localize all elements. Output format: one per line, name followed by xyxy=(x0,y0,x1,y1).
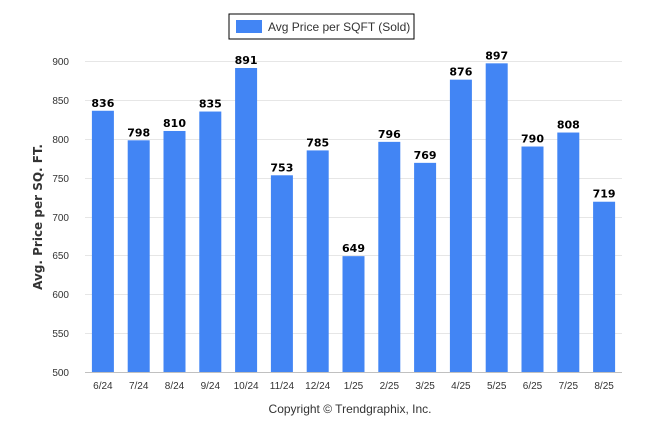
y-tick-label: 600 xyxy=(52,290,69,301)
x-tick-label: 5/25 xyxy=(487,381,507,392)
data-label: 891 xyxy=(235,54,258,67)
data-label: 836 xyxy=(91,97,114,110)
y-tick-label: 550 xyxy=(52,329,69,340)
legend-label: Avg Price per SQFT (Sold) xyxy=(268,20,410,34)
x-tick-label: 6/24 xyxy=(93,381,113,392)
bar[interactable] xyxy=(342,256,365,372)
x-tick-label: 10/24 xyxy=(234,381,259,392)
legend[interactable]: Avg Price per SQFT (Sold) xyxy=(228,13,415,40)
data-label: 649 xyxy=(342,242,365,255)
bar[interactable] xyxy=(485,63,508,373)
data-label: 835 xyxy=(199,98,222,111)
x-tick-label: 8/25 xyxy=(594,381,614,392)
y-tick-label: 500 xyxy=(52,368,69,379)
y-tick-label: 900 xyxy=(52,57,69,68)
y-tick-label: 850 xyxy=(52,96,69,107)
y-tick-label: 650 xyxy=(52,251,69,262)
data-label: 769 xyxy=(414,149,437,162)
x-tick-label: 2/25 xyxy=(380,381,400,392)
y-axis-label: Avg. Price per SQ. FT. xyxy=(31,144,45,290)
data-label: 897 xyxy=(485,49,508,62)
bar[interactable] xyxy=(235,67,258,372)
data-label: 810 xyxy=(163,117,186,130)
x-axis-ticks: 6/24 7/24 8/24 9/24 10/24 11/24 12/24 1/25 2/25 3… xyxy=(93,381,614,392)
x-tick-label: 8/24 xyxy=(165,381,185,392)
x-tick-label: 11/24 xyxy=(270,381,295,392)
copyright-text: Copyright © Trendgraphix, Inc. xyxy=(269,402,432,416)
bar[interactable] xyxy=(270,175,293,372)
bar[interactable] xyxy=(521,146,544,372)
y-tick-label: 750 xyxy=(52,174,69,185)
data-label: 790 xyxy=(521,133,544,146)
x-tick-label: 12/24 xyxy=(305,381,330,392)
x-tick-label: 1/25 xyxy=(344,381,364,392)
data-label: 798 xyxy=(127,126,150,139)
y-tick-label: 700 xyxy=(52,213,69,224)
data-label: 796 xyxy=(378,128,401,141)
bar[interactable] xyxy=(127,140,150,372)
bar[interactable] xyxy=(449,79,472,372)
bar[interactable] xyxy=(91,110,114,372)
x-tick-label: 7/25 xyxy=(559,381,579,392)
bar[interactable] xyxy=(593,201,616,372)
x-tick-label: 9/24 xyxy=(201,381,221,392)
bar[interactable] xyxy=(414,162,437,372)
data-label: 876 xyxy=(449,66,472,79)
bar[interactable] xyxy=(557,132,580,372)
bars xyxy=(91,63,616,373)
data-label: 753 xyxy=(270,161,293,174)
x-tick-label: 3/25 xyxy=(415,381,435,392)
data-label: 719 xyxy=(593,188,616,201)
bar[interactable] xyxy=(199,111,222,372)
data-labels: 836 798 810 835 891 753 785 649 796 769 876 897 790 8… xyxy=(91,49,615,255)
x-tick-label: 6/25 xyxy=(523,381,543,392)
x-tick-label: 7/24 xyxy=(129,381,149,392)
legend-swatch xyxy=(236,20,262,33)
bar[interactable] xyxy=(378,141,401,372)
x-tick-label: 4/25 xyxy=(451,381,471,392)
y-axis-ticks: 500 550 600 650 700 750 800 850 900 xyxy=(52,57,69,379)
data-label: 808 xyxy=(557,119,580,132)
bar[interactable] xyxy=(163,130,186,372)
data-label: 785 xyxy=(306,136,329,149)
y-tick-label: 800 xyxy=(52,135,69,146)
bar[interactable] xyxy=(306,150,329,372)
